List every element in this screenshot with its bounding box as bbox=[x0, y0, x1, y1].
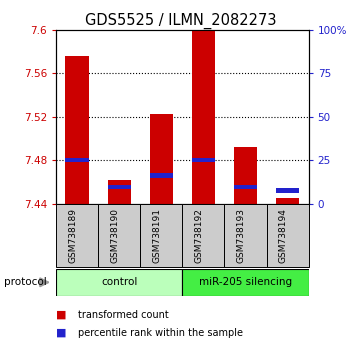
Text: ■: ■ bbox=[56, 310, 66, 320]
Bar bbox=[108, 180, 131, 204]
Bar bbox=[182, 269, 309, 296]
Text: miR-205 silencing: miR-205 silencing bbox=[199, 277, 292, 287]
Text: GSM738194: GSM738194 bbox=[279, 208, 288, 263]
Text: transformed count: transformed count bbox=[78, 310, 168, 320]
Bar bbox=[192, 30, 215, 204]
Bar bbox=[140, 204, 182, 267]
Bar bbox=[234, 185, 257, 189]
Bar bbox=[192, 158, 215, 162]
Bar bbox=[56, 269, 182, 296]
Bar bbox=[150, 114, 173, 204]
Bar bbox=[65, 158, 88, 162]
Text: control: control bbox=[101, 277, 137, 287]
Text: GSM738192: GSM738192 bbox=[194, 208, 203, 263]
Bar bbox=[234, 147, 257, 204]
Text: protocol: protocol bbox=[4, 277, 46, 287]
Text: GSM738193: GSM738193 bbox=[236, 208, 245, 263]
Bar bbox=[182, 204, 225, 267]
Text: percentile rank within the sample: percentile rank within the sample bbox=[78, 328, 243, 338]
Text: GDS5525 / ILMN_2082273: GDS5525 / ILMN_2082273 bbox=[85, 12, 276, 29]
Bar bbox=[65, 56, 88, 204]
Text: GSM738191: GSM738191 bbox=[152, 208, 161, 263]
Bar bbox=[276, 188, 299, 193]
Bar bbox=[225, 204, 266, 267]
Bar bbox=[266, 204, 309, 267]
Bar bbox=[108, 185, 131, 189]
Bar bbox=[276, 198, 299, 204]
Text: GSM738190: GSM738190 bbox=[110, 208, 119, 263]
Text: GSM738189: GSM738189 bbox=[68, 208, 77, 263]
Text: ■: ■ bbox=[56, 328, 66, 338]
Bar bbox=[98, 204, 140, 267]
Bar bbox=[150, 173, 173, 178]
Bar bbox=[56, 204, 98, 267]
